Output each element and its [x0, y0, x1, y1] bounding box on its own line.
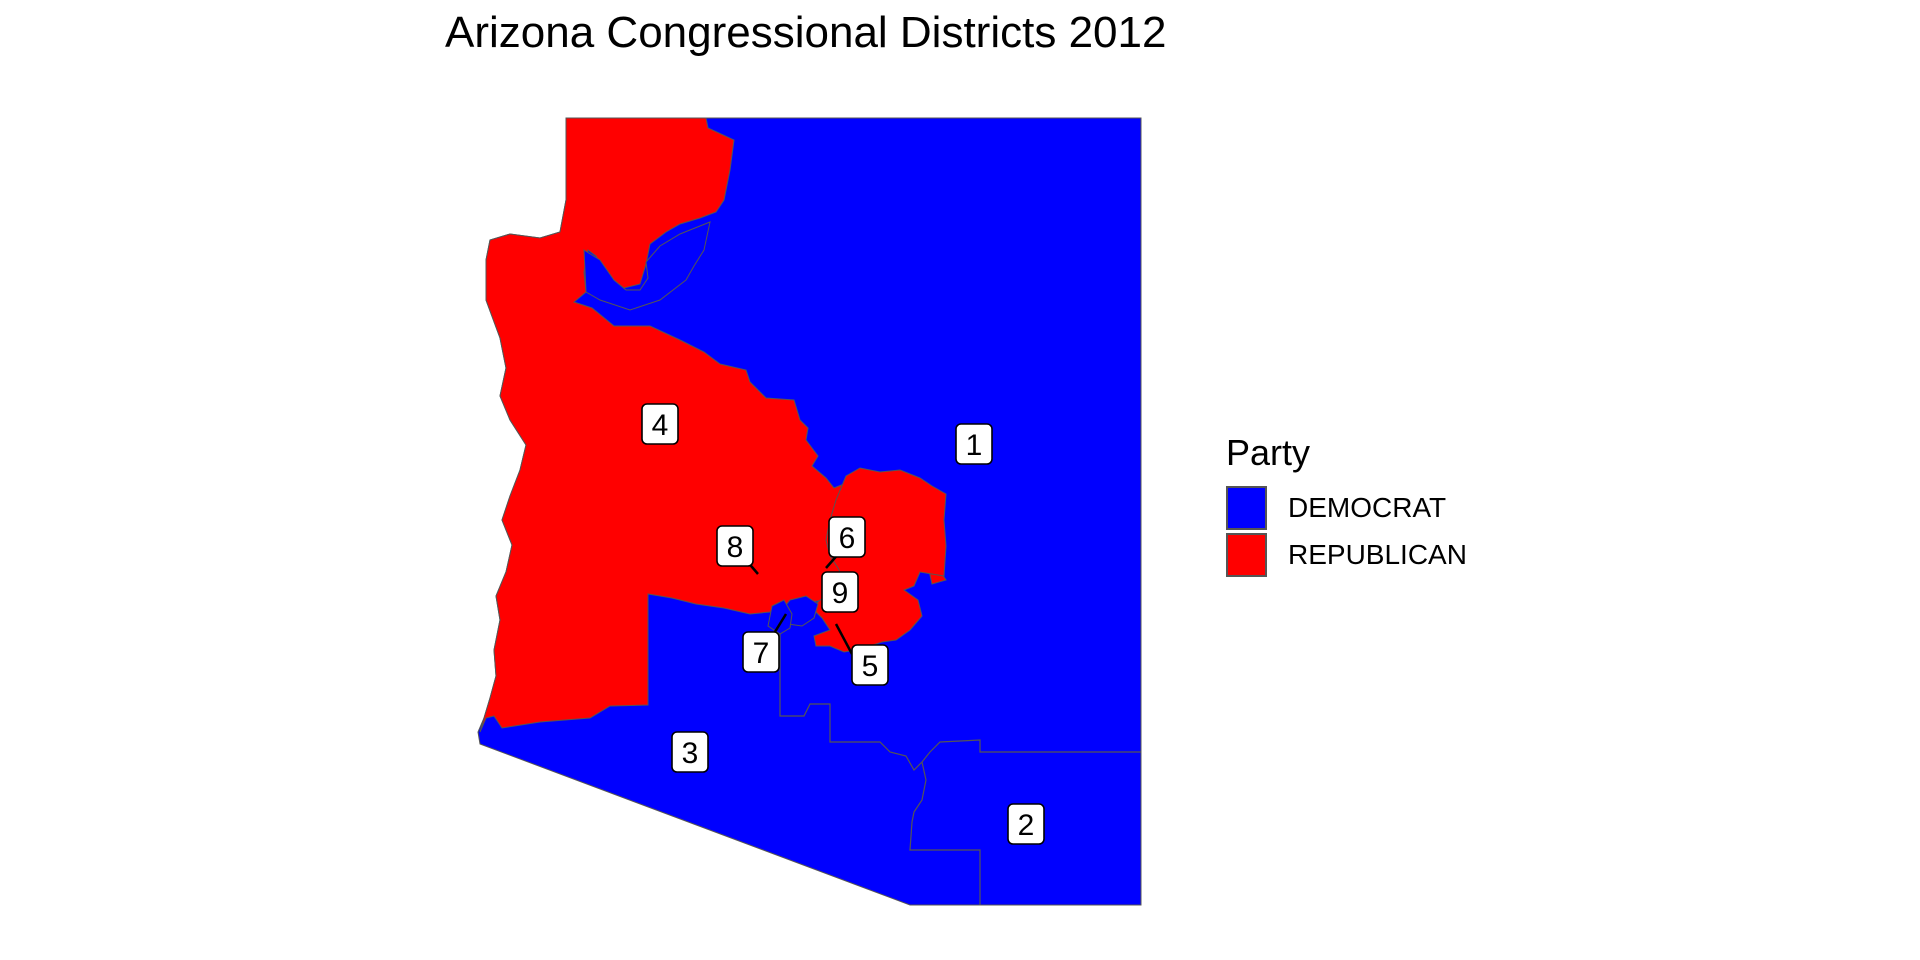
legend-label-republican: REPUBLICAN [1288, 538, 1467, 570]
district-label-3: 3 [671, 731, 709, 773]
district-boundaries [779, 634, 1141, 905]
district-label-4: 4 [641, 403, 679, 445]
district-label-8-text: 8 [727, 531, 744, 564]
district-1-notch [583, 221, 711, 311]
district-label-9-text: 9 [832, 577, 849, 610]
legend: Party DEMOCRAT REPUBLICAN [1226, 432, 1467, 578]
district-label-4-text: 4 [652, 409, 669, 442]
district-label-3-box [671, 731, 709, 773]
leader-line-5 [834, 623, 854, 655]
district-label-1: 1 [955, 423, 993, 465]
legend-swatch-republican [1226, 532, 1267, 577]
district-label-6: 6 [828, 516, 866, 558]
legend-item-democrat: DEMOCRAT [1226, 484, 1467, 531]
district-label-8: 8 [716, 525, 754, 567]
district-label-1-text: 1 [966, 429, 983, 462]
legend-item-republican: REPUBLICAN [1226, 531, 1467, 578]
legend-swatch-democrat [1226, 485, 1267, 530]
district-label-6-text: 6 [839, 522, 856, 555]
district-label-9: 9 [821, 571, 859, 613]
legend-label-democrat: DEMOCRAT [1288, 491, 1447, 523]
district-label-5: 5 [851, 644, 889, 686]
district-label-2-text: 2 [1018, 809, 1035, 842]
map-title: Arizona Congressional Districts 2012 [445, 8, 1167, 57]
legend-title: Party [1226, 432, 1311, 473]
district-label-5-box [851, 644, 889, 686]
district-label-7: 7 [742, 631, 780, 673]
district-label-9-box [821, 571, 859, 613]
district-label-7-box [742, 631, 780, 673]
district-label-2: 2 [1007, 803, 1045, 845]
district-label-2-box [1007, 803, 1045, 845]
district-label-3-text: 3 [682, 737, 699, 770]
district-label-8-box [716, 525, 754, 567]
district-label-7-text: 7 [753, 637, 770, 670]
district-label-6-box [828, 516, 866, 558]
district-label-5-text: 5 [862, 650, 879, 683]
district-label-1-box [955, 423, 993, 465]
district-7-area [767, 599, 793, 635]
district-label-4-box [641, 403, 679, 445]
